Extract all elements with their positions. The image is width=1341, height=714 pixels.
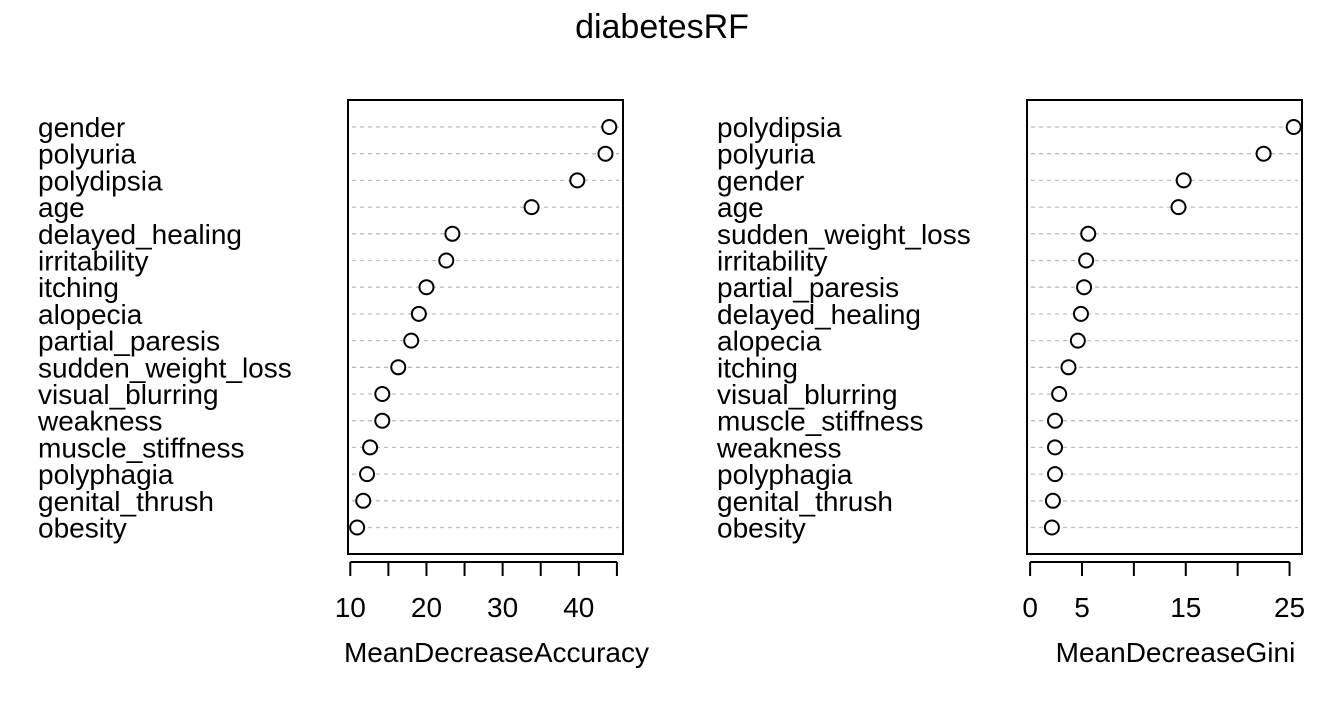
x-tick-label: 20 <box>411 592 442 623</box>
data-point <box>374 386 391 402</box>
data-point <box>390 359 407 376</box>
data-point <box>362 439 379 456</box>
data-point <box>418 279 435 296</box>
variable-label: polyuria <box>717 139 815 170</box>
data-point <box>1047 466 1064 483</box>
x-axis-title: MeanDecreaseGini <box>1056 637 1296 668</box>
data-point <box>1255 145 1272 162</box>
variable-label: weakness <box>37 406 163 437</box>
variable-label: sudden_weight_loss <box>38 352 292 383</box>
variable-label: delayed_healing <box>717 299 921 330</box>
x-tick-label: 30 <box>487 592 518 623</box>
chart-title: diabetesRF <box>575 8 749 46</box>
data-point <box>1051 386 1068 402</box>
data-point <box>374 412 391 429</box>
variable-label: obesity <box>38 513 127 544</box>
variable-label: obesity <box>717 513 806 544</box>
variable-label: age <box>717 192 764 223</box>
data-point <box>359 466 376 483</box>
data-point <box>355 492 372 509</box>
data-point <box>569 172 586 189</box>
data-point <box>523 199 540 216</box>
x-tick-label: 0 <box>1022 592 1038 623</box>
panel-2: polydipsiapolyuriagenderagesudden_weight… <box>716 99 1305 668</box>
variable-label: gender <box>38 112 125 143</box>
data-point <box>1170 199 1187 216</box>
x-tick-label: 5 <box>1074 592 1090 623</box>
variable-label: visual_blurring <box>717 379 898 410</box>
data-point <box>1078 252 1095 269</box>
variable-label: sudden_weight_loss <box>717 219 971 250</box>
data-point <box>1044 492 1061 509</box>
data-point <box>444 225 461 242</box>
x-tick-label: 40 <box>563 592 594 623</box>
variable-label: polydipsia <box>717 112 842 143</box>
data-point <box>1285 119 1302 135</box>
data-point <box>1043 519 1060 536</box>
plot-frame <box>347 99 624 555</box>
data-point <box>1069 332 1086 349</box>
variable-label: delayed_healing <box>38 219 242 250</box>
data-point <box>438 252 455 269</box>
variable-label: weakness <box>716 432 842 463</box>
x-tick-label: 25 <box>1274 592 1305 623</box>
plot-frame <box>1026 99 1303 555</box>
x-tick-label: 10 <box>335 592 366 623</box>
variable-label: alopecia <box>38 299 143 330</box>
data-point <box>597 145 614 162</box>
variable-label: partial_paresis <box>717 272 899 303</box>
data-point <box>601 119 618 135</box>
variable-label: polydipsia <box>38 165 163 196</box>
x-tick-label: 15 <box>1170 592 1201 623</box>
data-point <box>403 332 420 349</box>
variable-label: itching <box>717 352 798 383</box>
variable-label: partial_paresis <box>38 326 220 357</box>
data-point <box>1047 412 1064 429</box>
data-point <box>1047 439 1064 456</box>
data-point <box>349 519 366 536</box>
variable-label: genital_thrush <box>717 486 893 517</box>
variable-label: age <box>38 192 85 223</box>
data-point <box>1060 359 1077 376</box>
data-point <box>1175 172 1192 189</box>
data-point <box>1076 279 1093 296</box>
variable-label: irritability <box>38 246 148 277</box>
data-point <box>1072 305 1089 322</box>
variable-label: polyphagia <box>38 459 174 490</box>
variable-label: irritability <box>717 246 827 277</box>
variable-label: gender <box>717 165 804 196</box>
variable-label: genital_thrush <box>38 486 214 517</box>
variable-label: muscle_stiffness <box>38 432 244 463</box>
variable-label: polyuria <box>38 139 136 170</box>
data-point <box>1080 225 1097 242</box>
data-point <box>410 305 427 322</box>
variable-label: polyphagia <box>717 459 853 490</box>
variable-label: visual_blurring <box>38 379 219 410</box>
variable-label: muscle_stiffness <box>717 406 923 437</box>
variable-label: itching <box>38 272 119 303</box>
panel-1: genderpolyuriapolydipsiaagedelayed_heali… <box>37 99 649 668</box>
x-axis-title: MeanDecreaseAccuracy <box>344 637 649 668</box>
variable-label: alopecia <box>717 326 822 357</box>
